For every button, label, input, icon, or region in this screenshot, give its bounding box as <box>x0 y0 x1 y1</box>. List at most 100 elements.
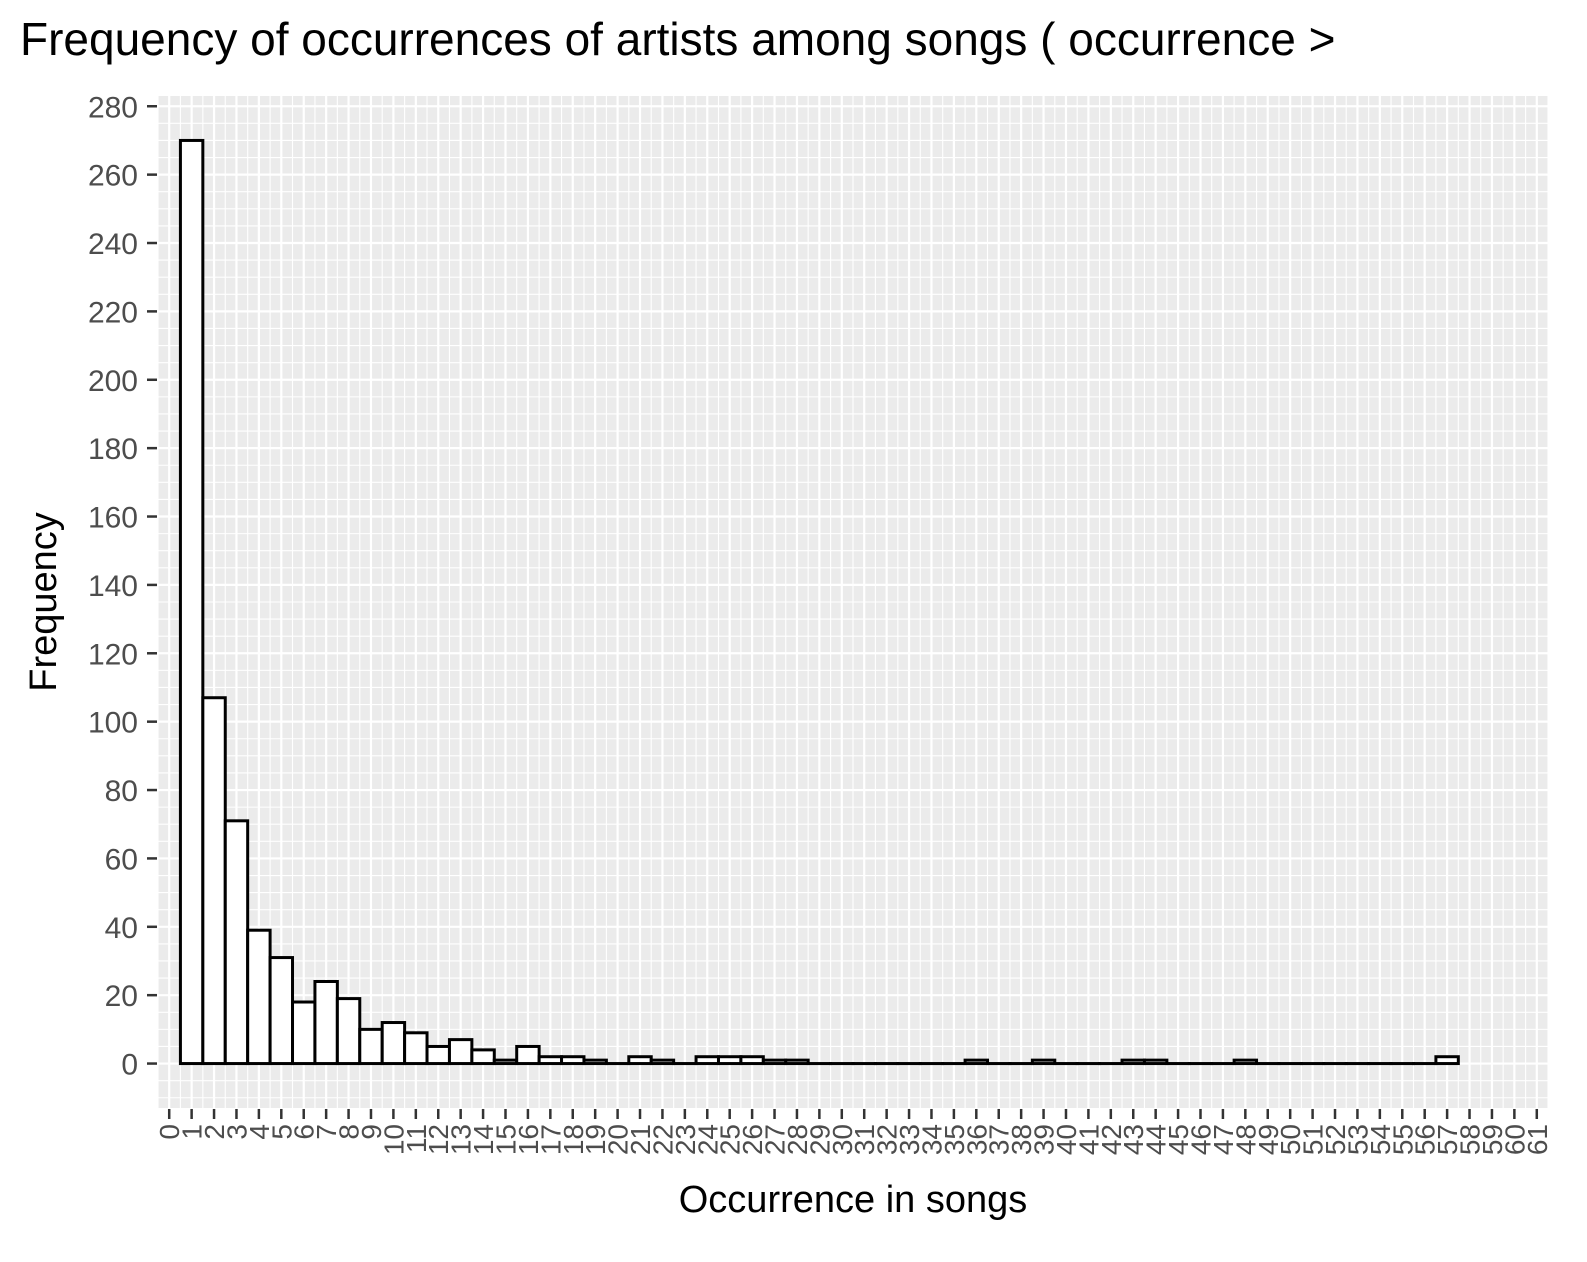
x-tick-label: 58 <box>1455 1124 1486 1155</box>
histogram-bar <box>784 1058 810 1066</box>
y-tick-label: 60 <box>105 843 138 876</box>
x-tick-label: 22 <box>647 1124 678 1155</box>
x-tick-label: 49 <box>1253 1124 1284 1155</box>
x-tick-label: 30 <box>827 1124 858 1155</box>
x-tick-label: 51 <box>1298 1124 1329 1155</box>
x-tick-label: 23 <box>670 1124 701 1155</box>
x-tick-label: 35 <box>939 1124 970 1155</box>
x-tick-label: 61 <box>1522 1124 1553 1155</box>
histogram-bar <box>1030 1058 1057 1066</box>
histogram-bar <box>627 1055 653 1066</box>
histogram-bar <box>537 1055 564 1066</box>
grid-major <box>158 96 1548 1108</box>
x-tick-label: 47 <box>1208 1124 1239 1155</box>
y-tick-label: 140 <box>88 570 138 603</box>
x-tick-label: 45 <box>1163 1124 1194 1155</box>
histogram-bar <box>358 1027 384 1066</box>
x-tick-label: 3 <box>221 1124 252 1140</box>
histogram-bar <box>268 956 295 1066</box>
histogram-bar <box>201 696 227 1066</box>
histogram-bar <box>716 1055 743 1066</box>
y-axis-ticks: 0 20 40 60 80 100 120 140 160 180 200 220 240 260 280 <box>88 91 157 1082</box>
x-tick-label: 28 <box>782 1124 813 1155</box>
x-tick-label: 56 <box>1410 1124 1441 1155</box>
x-tick-label: 17 <box>535 1124 566 1155</box>
histogram-bar <box>761 1058 788 1066</box>
y-axis-title: Frequency <box>23 512 65 692</box>
histogram-bar <box>291 1000 317 1066</box>
histogram-bar <box>246 928 272 1066</box>
x-tick-label: 21 <box>625 1124 656 1155</box>
histogram-bar <box>1142 1058 1169 1066</box>
histogram-bar <box>739 1055 765 1066</box>
histogram-bar <box>560 1055 586 1066</box>
x-tick-label: 38 <box>1006 1124 1037 1155</box>
x-tick-label: 7 <box>311 1124 342 1140</box>
x-tick-label: 9 <box>356 1124 387 1140</box>
x-tick-label: 2 <box>199 1124 230 1140</box>
x-tick-label: 6 <box>289 1124 320 1140</box>
histogram-bar <box>1120 1058 1146 1066</box>
y-tick-label: 120 <box>88 638 138 671</box>
x-tick-label: 0 <box>154 1124 185 1140</box>
x-tick-label: 14 <box>468 1124 499 1155</box>
x-tick-label: 5 <box>266 1124 297 1140</box>
histogram-bar <box>403 1031 429 1066</box>
x-tick-label: 34 <box>916 1124 947 1155</box>
x-tick-label: 19 <box>580 1124 611 1155</box>
x-tick-label: 40 <box>1051 1124 1082 1155</box>
y-tick-label: 80 <box>105 775 138 808</box>
x-tick-label: 4 <box>244 1124 275 1140</box>
y-tick-label: 280 <box>88 91 138 124</box>
bars <box>178 138 1460 1066</box>
x-tick-label: 48 <box>1230 1124 1261 1155</box>
histogram-bar <box>313 980 339 1066</box>
histogram-bar <box>582 1058 608 1066</box>
histogram-bar <box>649 1058 676 1066</box>
histogram-bar <box>335 997 362 1066</box>
x-tick-label: 44 <box>1141 1124 1172 1155</box>
histogram-bar <box>447 1038 474 1066</box>
grid-minor <box>157 96 1549 1108</box>
x-tick-label: 1 <box>177 1124 208 1140</box>
y-tick-label: 180 <box>88 433 138 466</box>
histogram-bar <box>1434 1055 1460 1066</box>
x-tick-label: 13 <box>446 1124 477 1155</box>
x-tick-label: 43 <box>1118 1124 1149 1155</box>
x-axis-ticks: 0123456789101112131415161718192021222324… <box>154 1109 1553 1155</box>
x-tick-label: 57 <box>1432 1124 1463 1155</box>
x-tick-label: 12 <box>423 1124 454 1155</box>
x-tick-label: 50 <box>1275 1124 1306 1155</box>
x-tick-label: 10 <box>378 1124 409 1155</box>
histogram-bar <box>1232 1058 1259 1066</box>
x-tick-label: 26 <box>737 1124 768 1155</box>
y-tick-label: 0 <box>121 1049 138 1082</box>
x-tick-label: 31 <box>849 1124 880 1155</box>
x-tick-label: 32 <box>872 1124 903 1155</box>
x-tick-label: 15 <box>491 1124 522 1155</box>
x-tick-label: 20 <box>603 1124 634 1155</box>
histogram-bar <box>425 1044 451 1066</box>
x-tick-label: 42 <box>1096 1124 1127 1155</box>
histogram-bar <box>380 1021 407 1066</box>
histogram-bar <box>515 1044 541 1066</box>
x-tick-label: 46 <box>1186 1124 1217 1155</box>
x-tick-label: 37 <box>984 1124 1015 1155</box>
x-tick-label: 53 <box>1342 1124 1373 1155</box>
y-tick-label: 240 <box>88 228 138 261</box>
x-tick-label: 18 <box>558 1124 589 1155</box>
x-tick-label: 8 <box>334 1124 365 1140</box>
y-tick-label: 260 <box>88 160 138 193</box>
chart-title: Frequency of occurrences of artists amon… <box>20 13 1336 65</box>
x-tick-label: 55 <box>1387 1124 1418 1155</box>
x-tick-label: 11 <box>401 1124 432 1153</box>
y-tick-label: 220 <box>88 296 138 329</box>
x-tick-label: 60 <box>1499 1124 1530 1155</box>
x-tick-label: 54 <box>1365 1124 1396 1155</box>
histogram-bar <box>470 1048 496 1066</box>
histogram-bar <box>223 819 250 1066</box>
x-tick-label: 41 <box>1073 1124 1104 1155</box>
x-tick-label: 16 <box>513 1124 544 1155</box>
y-tick-label: 20 <box>105 980 138 1013</box>
